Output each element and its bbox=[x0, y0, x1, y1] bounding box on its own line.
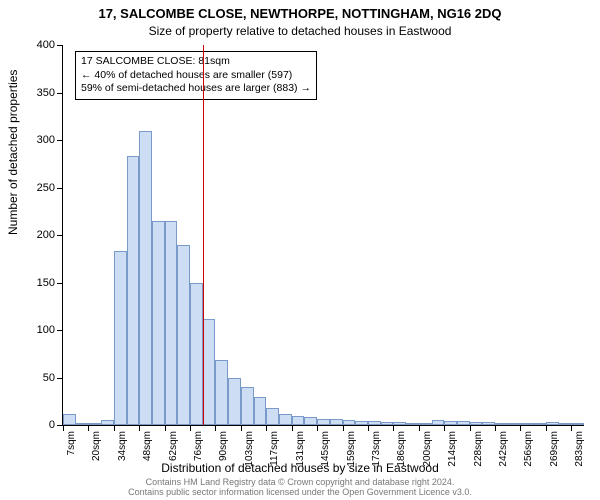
x-tick bbox=[292, 425, 293, 431]
x-tick bbox=[317, 425, 318, 431]
x-tick bbox=[88, 425, 89, 431]
y-tick-label: 100 bbox=[37, 324, 55, 336]
histogram-bar bbox=[457, 421, 470, 425]
annotation-line-1: 17 SALCOMBE CLOSE: 81sqm bbox=[81, 55, 311, 69]
x-tick bbox=[368, 425, 369, 431]
histogram-bar bbox=[228, 378, 241, 426]
histogram-bar bbox=[254, 397, 267, 426]
histogram-bar bbox=[139, 131, 152, 426]
histogram-bar bbox=[432, 420, 445, 425]
histogram-bar bbox=[508, 423, 521, 425]
x-tick bbox=[393, 425, 394, 431]
histogram-bar bbox=[546, 422, 559, 425]
y-tick bbox=[57, 235, 63, 236]
y-tick bbox=[57, 378, 63, 379]
histogram-bar bbox=[101, 420, 114, 425]
x-tick bbox=[343, 425, 344, 431]
histogram-bar bbox=[292, 416, 305, 426]
y-tick-label: 150 bbox=[37, 277, 55, 289]
histogram-bar bbox=[127, 156, 140, 425]
histogram-bar bbox=[241, 387, 254, 425]
x-tick bbox=[495, 425, 496, 431]
histogram-bar bbox=[533, 423, 546, 425]
y-tick bbox=[57, 45, 63, 46]
histogram-bar bbox=[266, 408, 279, 425]
histogram-bar bbox=[406, 423, 419, 425]
title-main: 17, SALCOMBE CLOSE, NEWTHORPE, NOTTINGHA… bbox=[0, 6, 600, 21]
x-tick-label: 34sqm bbox=[117, 431, 128, 461]
x-tick bbox=[63, 425, 64, 431]
histogram-bar bbox=[76, 423, 89, 425]
x-tick-label: 48sqm bbox=[142, 431, 153, 461]
x-tick bbox=[139, 425, 140, 431]
histogram-bar bbox=[215, 360, 228, 425]
histogram-bar bbox=[177, 245, 190, 426]
x-tick bbox=[266, 425, 267, 431]
y-tick bbox=[57, 140, 63, 141]
y-axis-label: Number of detached properties bbox=[6, 70, 20, 235]
histogram-bar bbox=[63, 414, 76, 425]
histogram-bar bbox=[559, 423, 572, 425]
marker-line bbox=[203, 45, 204, 425]
x-tick-label: 62sqm bbox=[168, 431, 179, 461]
x-tick bbox=[520, 425, 521, 431]
y-tick bbox=[57, 330, 63, 331]
x-tick-label: 7sqm bbox=[66, 431, 77, 455]
x-tick-label: 76sqm bbox=[193, 431, 204, 461]
x-tick bbox=[444, 425, 445, 431]
histogram-bar bbox=[419, 423, 432, 425]
histogram-bar bbox=[343, 420, 356, 425]
y-tick-label: 0 bbox=[49, 419, 55, 431]
y-tick bbox=[57, 93, 63, 94]
histogram-bar bbox=[203, 319, 216, 425]
y-tick bbox=[57, 283, 63, 284]
histogram-bar bbox=[317, 419, 330, 425]
y-tick bbox=[57, 188, 63, 189]
histogram-bar bbox=[152, 221, 165, 425]
x-axis-label: Distribution of detached houses by size … bbox=[0, 461, 600, 475]
histogram-bar bbox=[114, 251, 127, 425]
histogram-bar bbox=[355, 421, 368, 425]
histogram-bar bbox=[330, 419, 343, 425]
annotation-line-2: ← 40% of detached houses are smaller (59… bbox=[81, 69, 311, 83]
histogram-bar bbox=[165, 221, 178, 425]
annotation-box: 17 SALCOMBE CLOSE: 81sqm ← 40% of detach… bbox=[75, 51, 317, 100]
histogram-bar bbox=[381, 422, 394, 425]
y-tick-label: 200 bbox=[37, 229, 55, 241]
title-sub: Size of property relative to detached ho… bbox=[0, 24, 600, 38]
histogram-bar bbox=[393, 422, 406, 425]
histogram-bar bbox=[444, 421, 457, 425]
x-tick bbox=[241, 425, 242, 431]
histogram-bar bbox=[571, 423, 584, 425]
x-tick bbox=[215, 425, 216, 431]
x-tick bbox=[165, 425, 166, 431]
y-tick-label: 50 bbox=[43, 372, 55, 384]
y-tick-label: 250 bbox=[37, 182, 55, 194]
histogram-bar bbox=[88, 423, 101, 425]
annotation-line-3: 59% of semi-detached houses are larger (… bbox=[81, 82, 311, 96]
plot-area: 17 SALCOMBE CLOSE: 81sqm ← 40% of detach… bbox=[62, 45, 584, 426]
x-tick bbox=[114, 425, 115, 431]
x-tick-label: 20sqm bbox=[91, 431, 102, 461]
footer-line-2: Contains public sector information licen… bbox=[0, 488, 600, 498]
y-tick-label: 400 bbox=[37, 39, 55, 51]
histogram-bar bbox=[482, 422, 495, 425]
x-tick bbox=[190, 425, 191, 431]
x-tick bbox=[470, 425, 471, 431]
histogram-bar bbox=[470, 422, 483, 425]
footer-text: Contains HM Land Registry data © Crown c… bbox=[0, 478, 600, 498]
histogram-bar bbox=[304, 417, 317, 425]
histogram-bar bbox=[495, 423, 508, 425]
histogram-bar bbox=[279, 414, 292, 425]
histogram-bar bbox=[368, 421, 381, 425]
histogram-bar bbox=[190, 283, 203, 426]
x-tick bbox=[419, 425, 420, 431]
x-tick bbox=[571, 425, 572, 431]
chart-container: 17, SALCOMBE CLOSE, NEWTHORPE, NOTTINGHA… bbox=[0, 0, 600, 500]
x-tick-label: 90sqm bbox=[218, 431, 229, 461]
histogram-bar bbox=[520, 423, 533, 425]
y-tick-label: 350 bbox=[37, 87, 55, 99]
y-tick-label: 300 bbox=[37, 134, 55, 146]
x-tick bbox=[546, 425, 547, 431]
